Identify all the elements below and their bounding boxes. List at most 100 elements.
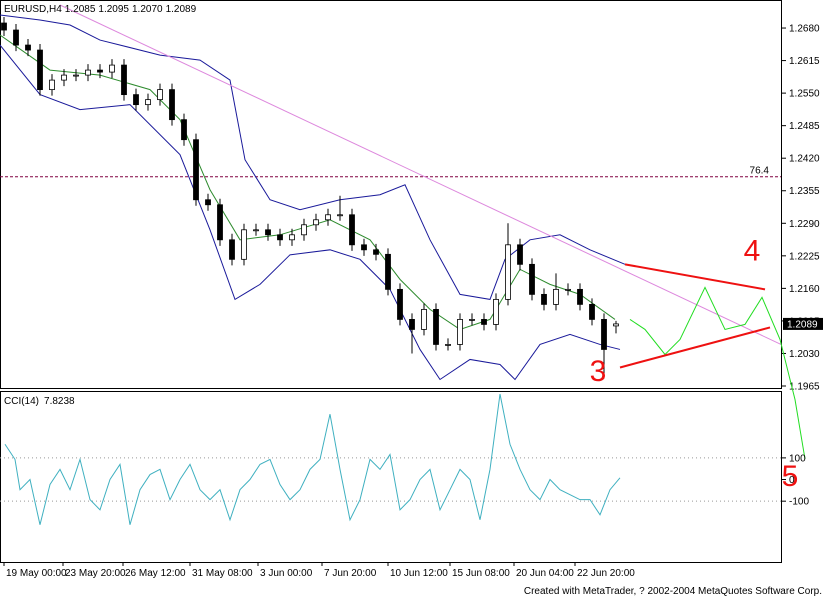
candle-body	[205, 199, 211, 206]
candle-body	[301, 224, 307, 236]
current-price-label: 1.2089	[787, 319, 818, 330]
x-tick-label: 20 Jun 04:00	[516, 568, 574, 579]
y-tick-label: -100	[789, 497, 809, 508]
quote-open: 1.2085	[65, 4, 96, 15]
y-tick-label: 1.2485	[789, 121, 820, 132]
indicator-line	[59, 4, 782, 345]
candle-body	[349, 214, 355, 246]
footer: Created with MetaTrader, ? 2002-2004 Met…	[524, 586, 822, 597]
candle-body	[421, 308, 427, 330]
candle-body	[397, 288, 403, 320]
candle-body	[289, 234, 295, 241]
candle-body	[577, 288, 583, 305]
candle-body	[601, 319, 607, 350]
candle-body	[409, 319, 415, 330]
candle-body	[73, 74, 79, 77]
current-price-box	[783, 317, 823, 330]
x-tick-label: 26 May 12:00	[125, 568, 186, 579]
cci-title: CCI(14)	[4, 396, 39, 407]
candle-body	[613, 323, 619, 327]
candle-body	[553, 288, 559, 305]
cci-header: CCI(14) 7.8238	[4, 396, 75, 407]
x-tick-label: 31 May 08:00	[192, 568, 253, 579]
candle-body	[61, 74, 67, 81]
candle-body	[25, 44, 31, 51]
candle-body	[589, 303, 595, 320]
quote-close: 1.2089	[166, 4, 197, 15]
wave-label: 5	[782, 460, 799, 493]
indicator-line	[629, 286, 806, 460]
x-tick-label: 22 Jun 20:00	[577, 568, 635, 579]
y-tick-label: 1.2550	[789, 89, 820, 100]
quote-header: EURUSD,H4 1.2085 1.2095 1.2070 1.2089	[4, 4, 197, 15]
candle-body	[121, 64, 127, 96]
y-tick-label: 1.2420	[789, 154, 820, 165]
candle-body	[85, 69, 91, 76]
candle-body	[385, 253, 391, 290]
candle-body	[37, 49, 43, 91]
indicator-line	[0, 44, 621, 381]
x-tick-label: 10 Jun 12:00	[390, 568, 448, 579]
candle-body	[181, 119, 187, 141]
wave-label: 3	[590, 355, 607, 388]
candle-body	[313, 219, 319, 226]
candle-body	[337, 214, 343, 217]
x-tick-label: 19 May 00:00	[6, 568, 67, 579]
candle-body	[1, 22, 7, 31]
x-tick-label: 7 Jun 20:00	[324, 568, 377, 579]
candle-body	[493, 298, 499, 325]
candle-body	[373, 249, 379, 255]
candle-body	[109, 64, 115, 73]
candle-body	[445, 344, 451, 346]
candle-body	[145, 99, 151, 106]
candle-body	[469, 319, 475, 321]
fibo-level-label: 76.4	[750, 166, 770, 177]
quote-low: 1.2070	[132, 4, 163, 15]
candle-body	[229, 239, 235, 260]
candle-body	[517, 244, 523, 265]
y-tick-label: 1.2355	[789, 186, 820, 197]
y-tick-label: 0	[789, 475, 795, 486]
candle-body	[13, 29, 19, 46]
candle-body	[253, 229, 259, 232]
main-frame	[0, 0, 782, 389]
y-tick-label: 1.2615	[789, 56, 820, 67]
wave-label: 4	[744, 234, 761, 267]
candle-body	[169, 89, 175, 121]
candle-body	[217, 204, 223, 241]
candle-body	[157, 89, 163, 101]
candle-body	[361, 244, 367, 251]
cci-value: 7.8238	[44, 396, 75, 407]
candle-body	[481, 319, 487, 325]
candle-body	[541, 293, 547, 305]
y-tick-label: 1.2225	[789, 251, 820, 262]
candle-body	[97, 69, 103, 73]
y-tick-label: 1.2160	[789, 284, 820, 295]
candle-body	[505, 244, 511, 300]
indicator-line	[624, 263, 766, 291]
y-tick-label: 1.1965	[789, 381, 820, 392]
candle-body	[133, 94, 139, 106]
plot-layer: 1.2680 1.2615 1.2550 1.2485 1.2420 1.2355 1.22…	[0, 4, 823, 579]
candle-body	[241, 229, 247, 260]
x-tick-label: 15 Jun 08:00	[452, 568, 510, 579]
x-tick-label: 23 May 20:00	[65, 568, 126, 579]
candle-body	[433, 308, 439, 345]
y-tick-label: 1.2680	[789, 24, 820, 35]
cci-frame	[0, 391, 782, 563]
candle-body	[565, 288, 571, 291]
candle-body	[265, 229, 271, 236]
y-tick-label: 1.2290	[789, 219, 820, 230]
y-tick-label: 1.2030	[789, 349, 820, 360]
candle-body	[193, 139, 199, 201]
candle-body	[457, 319, 463, 345]
indicator-line	[619, 326, 771, 369]
quote-high: 1.2095	[98, 4, 129, 15]
symbol: EURUSD,H4	[4, 4, 62, 15]
candle-body	[325, 214, 331, 221]
x-tick-label: 3 Jun 00:00	[260, 568, 313, 579]
y-tick-label: 100	[789, 453, 806, 464]
candle-body	[529, 263, 535, 295]
